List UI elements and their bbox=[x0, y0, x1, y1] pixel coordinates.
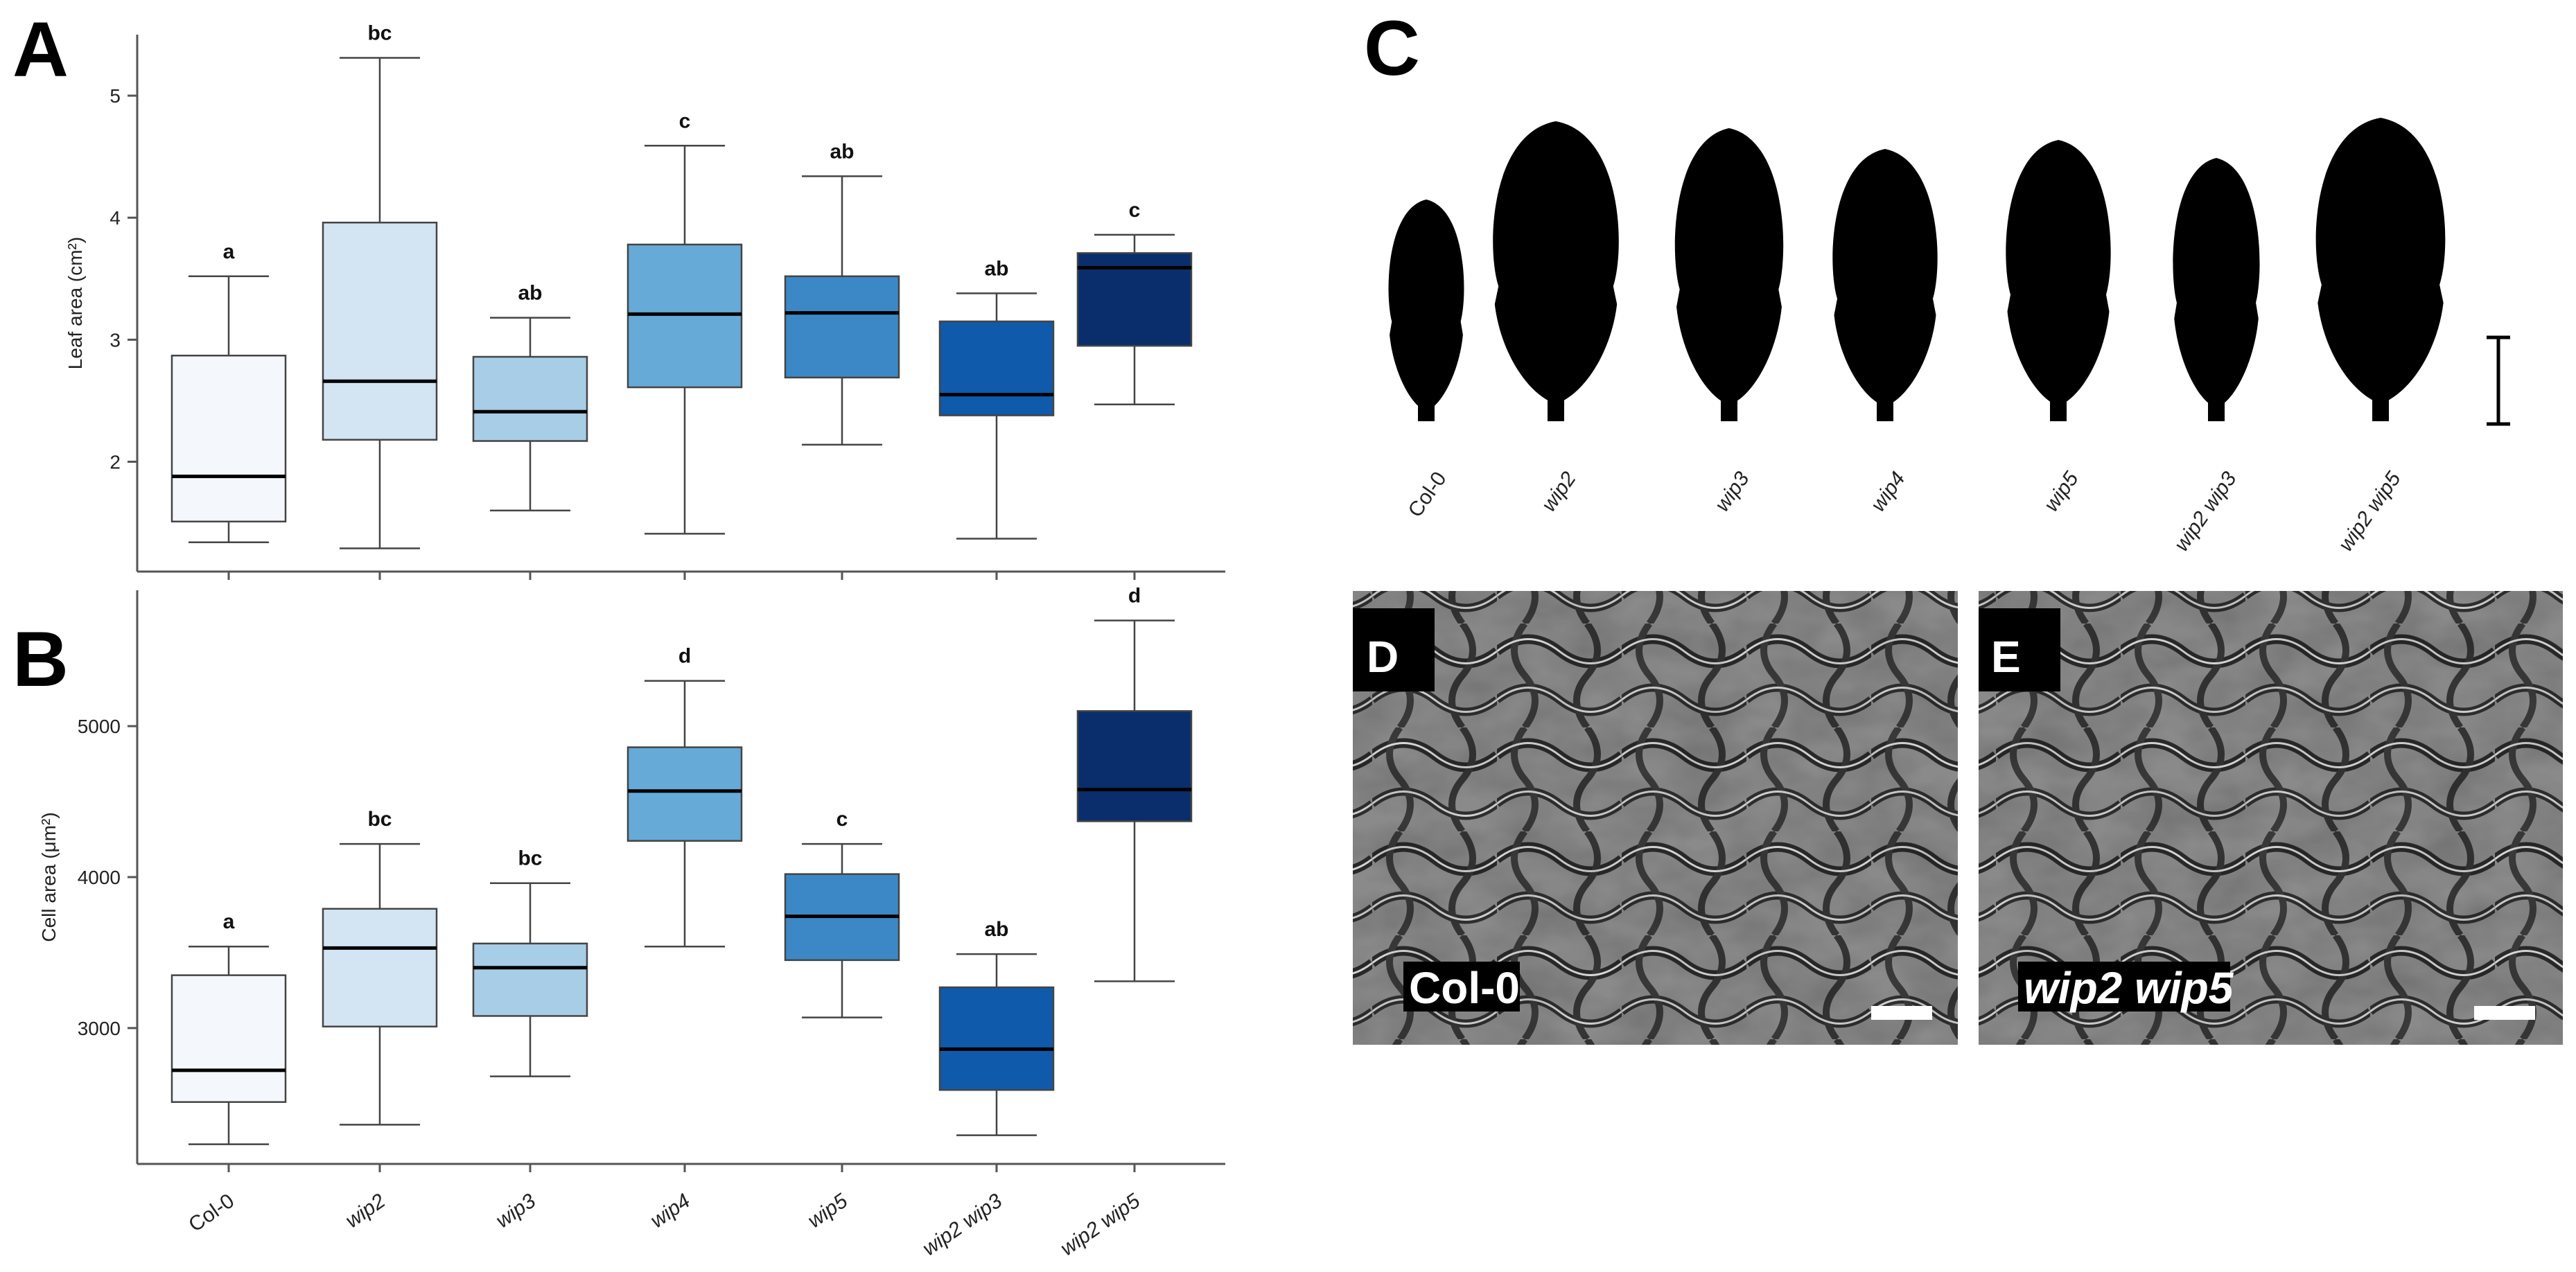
box-a-wip2-wip3: ab bbox=[938, 257, 1055, 540]
box-a-wip4: c bbox=[627, 109, 743, 535]
box-iqr bbox=[938, 320, 1055, 416]
y-tick-label: 2 bbox=[109, 451, 121, 472]
y-axis-title: Leaf area (cm²) bbox=[64, 237, 86, 369]
leaf-silhouette-wip2-wip5 bbox=[2315, 118, 2446, 421]
panel-letter-b: B bbox=[12, 616, 69, 703]
y-tick-label: 4000 bbox=[78, 867, 121, 888]
box-a-wip5: ab bbox=[784, 140, 900, 446]
significance-letter: bc bbox=[367, 21, 392, 44]
box-b-wip2: bc bbox=[322, 808, 438, 1126]
significance-letter: bc bbox=[367, 808, 392, 831]
box-a-wip2: bc bbox=[322, 21, 438, 549]
x-category-label: wip3 bbox=[492, 1190, 541, 1233]
box-b-wip2-wip3: ab bbox=[938, 918, 1055, 1136]
leaf-silhouette-wip2 bbox=[1493, 121, 1619, 421]
panel-letter-a: A bbox=[12, 6, 69, 93]
x-category-label: wip2 wip3 bbox=[918, 1190, 1006, 1261]
box-a-wip3: ab bbox=[472, 282, 588, 512]
leaf-silhouette-wip3 bbox=[1674, 128, 1784, 421]
leaf-genotype-label: wip2 wip3 bbox=[2170, 468, 2241, 556]
box-iqr bbox=[784, 275, 900, 379]
scale-bar-c bbox=[2487, 335, 2510, 426]
box-b-wip3: bc bbox=[472, 847, 588, 1077]
box-b-wip4: d bbox=[627, 645, 743, 948]
x-category-label: wip2 wip5 bbox=[1056, 1190, 1144, 1261]
box-b-wip5: c bbox=[784, 808, 900, 1018]
y-tick-label: 3 bbox=[109, 329, 121, 351]
cell-area-box-plot: 3000 4000 5000 Cell area (μm²) a bc bc d c ab d Col… bbox=[38, 585, 1225, 1261]
micrograph-d: D Col-0 bbox=[1353, 591, 1958, 1045]
significance-letter: ab bbox=[984, 257, 1008, 280]
box-iqr bbox=[472, 942, 588, 1017]
x-category-label: wip4 bbox=[647, 1190, 694, 1233]
box-iqr bbox=[472, 355, 588, 442]
leaf-silhouette-wip4 bbox=[1832, 149, 1938, 421]
significance-letter: c bbox=[836, 808, 848, 831]
box-iqr bbox=[627, 746, 743, 842]
box-iqr bbox=[1076, 710, 1193, 822]
box-iqr bbox=[322, 222, 438, 441]
significance-letter: ab bbox=[518, 282, 542, 305]
leaf-silhouettes: Col-0 wip2 wip3 wip4 wip5 wip2 wip3 wip2 wip5 bbox=[1388, 118, 2446, 556]
micrograph-e-label: wip2 wip5 bbox=[2024, 963, 2234, 1013]
leaf-silhouette-wip5 bbox=[2006, 140, 2111, 421]
micrograph-d-label: Col-0 bbox=[1409, 963, 1520, 1013]
box-iqr bbox=[322, 908, 438, 1027]
box-b-col-0: a bbox=[170, 910, 287, 1145]
micrograph-e: E wip2 wip5 bbox=[1979, 591, 2563, 1045]
leaf-silhouette-wip2-wip3 bbox=[2173, 158, 2260, 421]
box-b-wip2-wip5: d bbox=[1076, 585, 1193, 982]
y-tick-label: 4 bbox=[109, 207, 121, 229]
panel-letter-c: C bbox=[1364, 5, 1420, 91]
significance-letter: d bbox=[678, 645, 691, 668]
leaf-genotype-label: wip2 bbox=[1537, 468, 1581, 516]
leaf-genotype-label: wip2 wip5 bbox=[2334, 468, 2406, 556]
y-tick-label: 5000 bbox=[78, 716, 121, 737]
box-iqr bbox=[170, 354, 287, 523]
significance-letter: a bbox=[223, 910, 235, 933]
scale-bar-e bbox=[2474, 1006, 2535, 1020]
x-category-label: wip2 bbox=[342, 1190, 390, 1233]
leaf-genotype-label: wip3 bbox=[1710, 468, 1754, 516]
significance-letter: c bbox=[679, 109, 691, 132]
panel-letter-d: D bbox=[1367, 632, 1399, 682]
scale-bar-d bbox=[1871, 1006, 1932, 1020]
box-iqr bbox=[170, 974, 287, 1103]
panel-letter-e: E bbox=[1991, 632, 2021, 682]
significance-letter: c bbox=[1129, 199, 1141, 222]
y-tick-label: 3000 bbox=[78, 1018, 121, 1039]
significance-letter: d bbox=[1128, 585, 1141, 608]
box-iqr bbox=[627, 243, 743, 389]
leaf-genotype-label: wip4 bbox=[1866, 468, 1909, 515]
leaf-silhouette-col-0 bbox=[1388, 200, 1464, 421]
significance-letter: a bbox=[223, 240, 235, 263]
box-a-col-0: a bbox=[170, 240, 287, 543]
significance-letter: ab bbox=[830, 140, 854, 163]
leaf-genotype-label: wip5 bbox=[2040, 468, 2083, 516]
leaf-genotype-label: Col-0 bbox=[1404, 468, 1451, 522]
box-a-wip2-wip5: c bbox=[1076, 199, 1193, 405]
x-category-label: Col-0 bbox=[184, 1190, 238, 1237]
y-tick-label: 5 bbox=[109, 85, 121, 107]
significance-letter: ab bbox=[984, 918, 1008, 941]
x-category-label: wip5 bbox=[804, 1190, 852, 1233]
y-axis-title: Cell area (μm²) bbox=[38, 812, 60, 942]
box-iqr bbox=[938, 986, 1055, 1091]
significance-letter: bc bbox=[518, 847, 542, 870]
